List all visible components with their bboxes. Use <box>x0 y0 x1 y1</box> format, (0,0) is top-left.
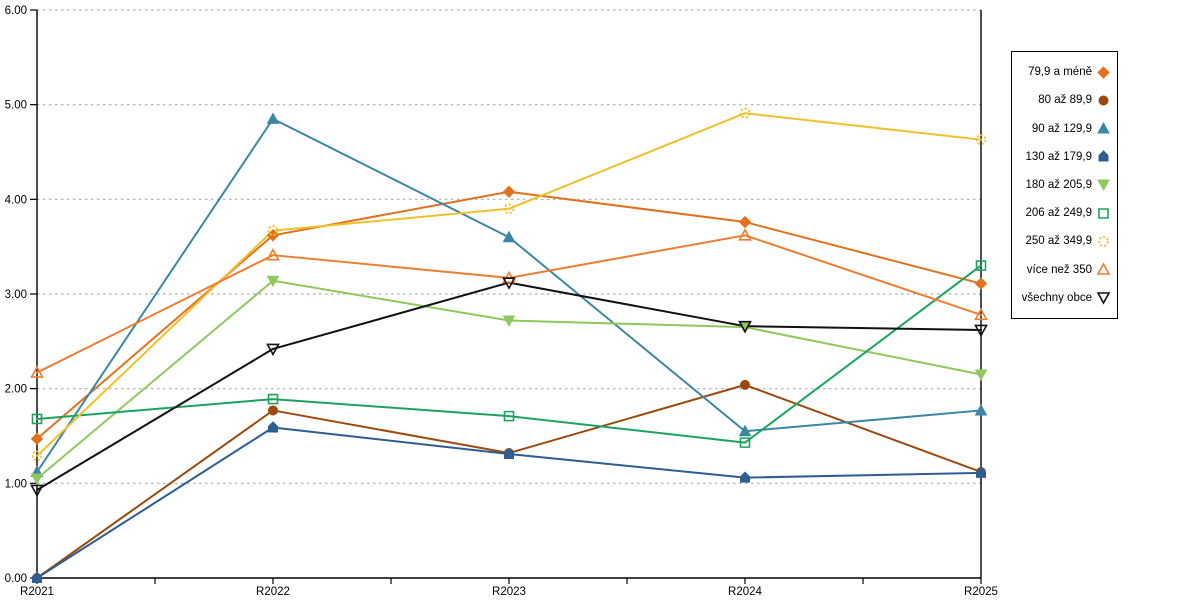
y-axis-tick-label: 6.00 <box>5 5 27 17</box>
x-axis-tick-label: R2023 <box>492 586 526 598</box>
legend-marker-icon <box>1098 150 1109 162</box>
y-axis-tick-label: 5.00 <box>5 100 27 112</box>
diamond-marker-icon <box>30 432 44 446</box>
legend-item-label: 79,9 a méně <box>1028 66 1092 79</box>
triangle-down-marker-icon <box>502 277 516 290</box>
legend-item-6: 250 až 349,9 <box>1014 228 1111 254</box>
square-marker-icon <box>503 410 515 422</box>
legend-item-7: více než 350 <box>1014 257 1111 283</box>
legend-item-label: 90 až 129,9 <box>1031 122 1092 135</box>
triangle-down-marker-icon <box>974 324 988 338</box>
triangle-up-marker-icon <box>974 307 988 321</box>
y-axis-tick-label: 2.00 <box>5 384 27 396</box>
legend-item-label: 206 až 249,9 <box>1025 207 1092 220</box>
circle-marker-icon <box>1098 236 1109 247</box>
legend-box: 79,9 a méně 80 až 89,9 90 až 129,9 130 až 1… <box>1011 51 1118 319</box>
square-marker-icon <box>975 260 987 271</box>
diamond-marker-icon <box>502 185 516 198</box>
legend-marker-icon <box>1098 95 1109 106</box>
diamond-marker-icon <box>266 229 280 242</box>
legend-item-0: 79,9 a méně <box>1014 59 1111 85</box>
legend-marker-icon <box>1097 122 1110 134</box>
series-line-0 <box>36 190 982 440</box>
square-marker-icon <box>739 437 751 448</box>
diamond-marker-icon <box>738 215 752 229</box>
triangle-down-marker-icon <box>30 473 44 486</box>
legend-marker-icon <box>1096 262 1111 275</box>
triangle-down-marker-icon <box>266 343 280 357</box>
legend-item-label: 250 až 349,9 <box>1025 235 1092 248</box>
x-axis-tick-label: R2022 <box>256 586 290 598</box>
triangle-down-marker-icon <box>266 275 280 288</box>
triangle-up-marker-icon <box>30 365 44 378</box>
triangle-up-marker-icon <box>502 230 516 243</box>
pentagon-marker-icon <box>504 447 514 459</box>
circle-marker-icon <box>268 405 278 416</box>
diamond-marker-icon <box>1097 65 1110 79</box>
series-line-5 <box>36 264 982 444</box>
square-marker-icon <box>1098 207 1109 219</box>
triangle-up-marker-icon <box>266 248 280 261</box>
triangle-down-marker-icon <box>974 369 988 382</box>
legend-marker-icon <box>1097 65 1110 79</box>
pentagon-marker-icon <box>1098 150 1109 162</box>
pentagon-marker-icon <box>32 571 42 583</box>
pentagon-marker-icon <box>976 466 986 478</box>
legend-item-label: všechny obce <box>1021 291 1092 304</box>
y-axis-tick-label: 0.00 <box>5 573 27 585</box>
circle-marker-icon <box>739 107 751 119</box>
legend-item-label: 130 až 179,9 <box>1025 150 1092 163</box>
square-marker-icon <box>31 413 43 425</box>
legend-marker-icon <box>1096 292 1111 306</box>
series-line-7 <box>36 234 982 374</box>
y-axis-tick-label: 1.00 <box>5 478 27 490</box>
x-axis-tick-label: R2024 <box>728 586 762 598</box>
x-axis-tick-label: R2021 <box>20 586 54 598</box>
circle-marker-icon <box>267 225 279 236</box>
legend-item-label: více než 350 <box>1026 263 1092 276</box>
legend-marker-icon <box>1098 207 1109 219</box>
triangle-down-marker-icon <box>30 484 44 498</box>
circle-marker-icon <box>1098 95 1109 106</box>
triangle-down-marker-icon <box>502 315 516 328</box>
triangle-up-marker-icon <box>738 424 752 437</box>
square-marker-icon <box>267 393 279 405</box>
y-axis-tick-label: 4.00 <box>5 194 27 206</box>
legend-item-label: 80 až 89,9 <box>1038 94 1092 107</box>
legend-item-4: 180 až 205,9 <box>1014 172 1111 198</box>
diamond-marker-icon <box>974 277 988 290</box>
triangle-up-marker-icon <box>738 228 752 241</box>
legend-item-label: 180 až 205,9 <box>1025 178 1092 191</box>
triangle-down-marker-icon <box>738 320 752 334</box>
legend-item-1: 80 až 89,9 <box>1014 87 1111 113</box>
x-axis-tick-label: R2025 <box>964 586 998 598</box>
triangle-up-marker-icon <box>266 112 280 124</box>
legend-item-3: 130 až 179,9 <box>1014 144 1111 170</box>
triangle-down-marker-icon <box>1097 179 1110 192</box>
series-line-6 <box>36 112 982 457</box>
circle-marker-icon <box>31 450 43 462</box>
triangle-up-marker-icon <box>974 403 988 416</box>
circle-marker-icon <box>503 203 515 215</box>
pentagon-marker-icon <box>268 421 278 433</box>
triangle-down-marker-icon <box>1096 292 1111 306</box>
legend-item-2: 90 až 129,9 <box>1014 116 1111 142</box>
legend-marker-icon <box>1098 236 1109 247</box>
circle-marker-icon <box>740 379 750 390</box>
series-line-1 <box>36 383 982 579</box>
legend-item-5: 206 až 249,9 <box>1014 200 1111 226</box>
pentagon-marker-icon <box>740 471 750 483</box>
triangle-up-marker-icon <box>1096 262 1111 275</box>
circle-marker-icon <box>975 134 987 145</box>
legend-item-8: všechny obce <box>1014 285 1111 311</box>
y-axis-tick-label: 3.00 <box>5 289 27 301</box>
legend-marker-icon <box>1097 179 1110 192</box>
triangle-up-marker-icon <box>1097 122 1110 134</box>
